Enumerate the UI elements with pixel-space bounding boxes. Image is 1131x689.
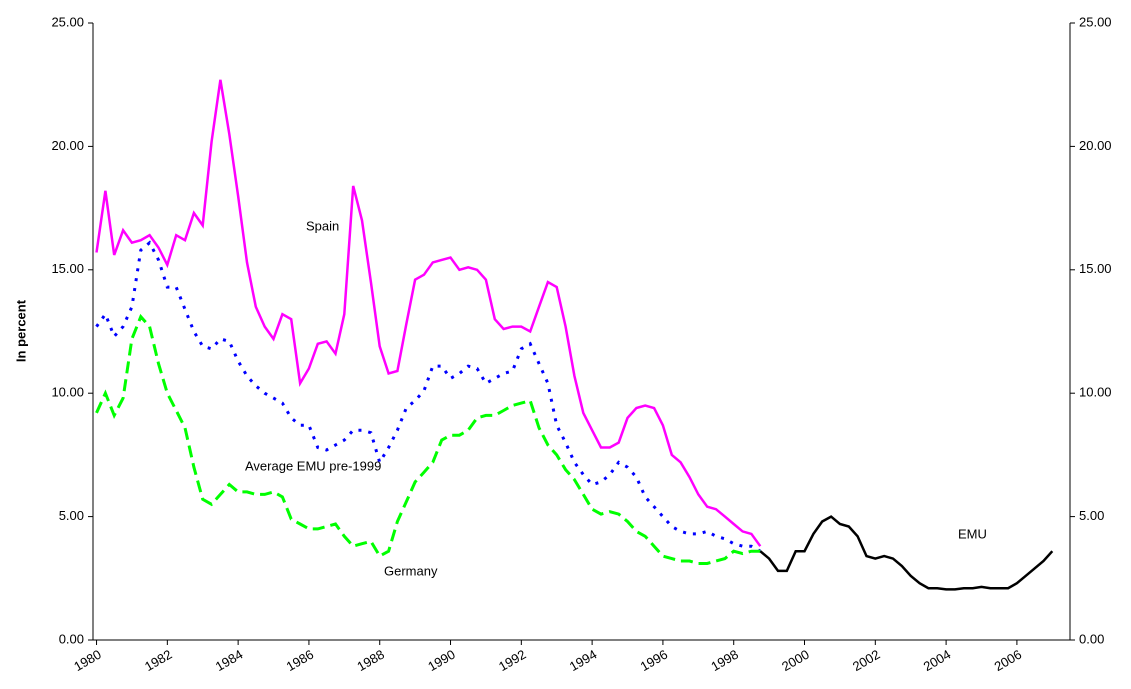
x-tick-label: 1982 [142, 647, 175, 674]
annotation: Average EMU pre-1999 [245, 458, 381, 473]
x-tick-label: 1986 [284, 647, 317, 674]
y2-tick-label: 15.00 [1079, 261, 1112, 276]
y-tick-label: 0.00 [59, 631, 84, 646]
x-tick-label: 2004 [921, 647, 954, 674]
y-axis-label: In percent [13, 299, 28, 362]
annotation: Germany [384, 563, 438, 578]
annotation: EMU [958, 526, 987, 541]
y2-tick-label: 25.00 [1079, 14, 1112, 29]
x-tick-label: 1990 [425, 647, 458, 674]
series-line [95, 313, 761, 565]
y-tick-label: 15.00 [51, 261, 84, 276]
x-tick-label: 1992 [496, 647, 529, 674]
y2-tick-label: 0.00 [1079, 631, 1104, 646]
x-tick-label: 2006 [992, 647, 1025, 674]
y2-tick-label: 20.00 [1079, 138, 1112, 153]
y2-tick-label: 10.00 [1079, 385, 1112, 400]
series-line [95, 240, 762, 553]
y2-tick-label: 5.00 [1079, 508, 1104, 523]
x-tick-label: 1994 [567, 647, 600, 674]
y-tick-label: 10.00 [51, 385, 84, 400]
x-tick-label: 1998 [708, 647, 741, 674]
x-tick-label: 1984 [213, 647, 246, 674]
x-tick-label: 1996 [638, 647, 671, 674]
y-tick-label: 20.00 [51, 138, 84, 153]
annotation: Spain [306, 218, 339, 233]
x-tick-label: 2002 [850, 647, 883, 674]
series-line [759, 515, 1054, 591]
y-tick-label: 5.00 [59, 508, 84, 523]
x-tick-label: 1980 [71, 647, 104, 674]
x-tick-label: 1988 [354, 647, 387, 674]
series-line [95, 79, 762, 547]
y-tick-label: 25.00 [51, 14, 84, 29]
x-tick-label: 2000 [779, 647, 812, 674]
